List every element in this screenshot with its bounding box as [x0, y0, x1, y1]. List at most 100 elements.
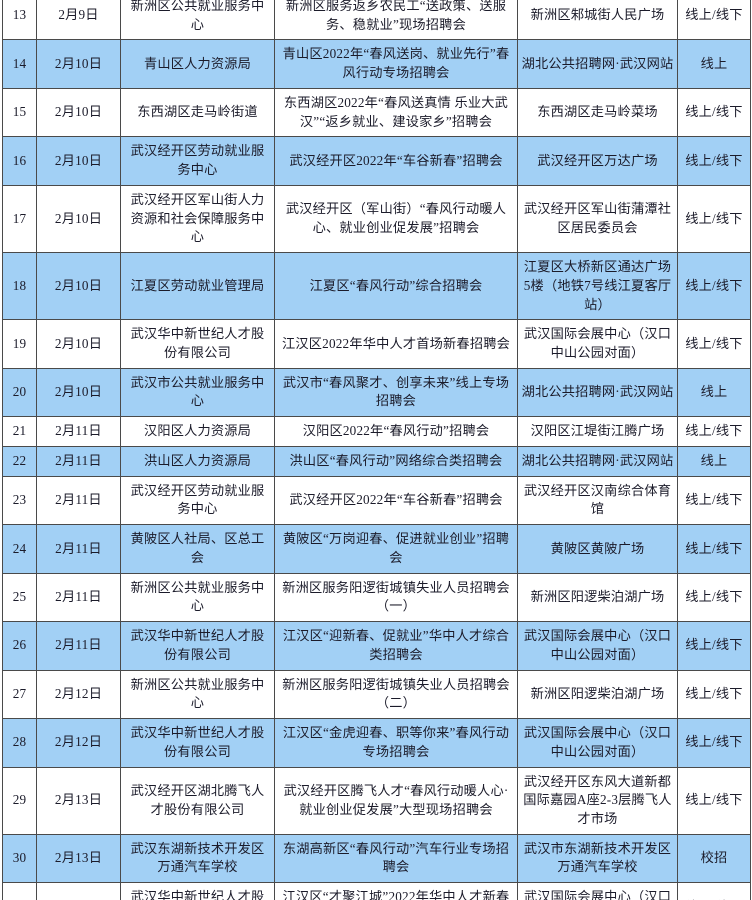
row-date: 2月12日: [36, 718, 121, 768]
row-index: 31: [2, 882, 37, 900]
row-mode: 线上/线下: [677, 87, 751, 138]
row-mode: 线上: [677, 39, 751, 89]
row-venue: 武汉经开区万达广场: [517, 136, 678, 186]
row-event-name: 洪山区“春风行动”网络综合类招聘会: [274, 445, 518, 477]
table-row: 23 2月11日 武汉经开区劳动就业服务中心 武汉经开区2022年“车谷新春”招聘会武…: [2, 475, 751, 526]
row-venue: 湖北公共招聘网·武汉网站: [517, 445, 678, 477]
row-mode: 线上/线下: [677, 572, 751, 623]
row-index: 29: [2, 766, 37, 835]
row-date: 2月11日: [36, 475, 121, 526]
table-row: 312月13日武汉华中新世纪人才股份有限公司江汉区“才聚江城”2022年华中人才…: [2, 882, 751, 900]
row-mode: 线上/线下: [677, 252, 751, 321]
row-venue: 武汉国际会展中心（汉口中山公园对面）: [517, 319, 678, 369]
row-organizer: 武汉经开区军山街人力资源和社会保障服务中心: [120, 184, 275, 254]
row-mode: 线上/线下: [677, 669, 751, 720]
row-event-name: 武汉经开区（军山街）“春风行动暖人心、就业创业促发展”招聘会: [274, 184, 518, 254]
row-event-name: 青山区2022年“春风送岗、就业先行”春风行动专场招聘会: [274, 39, 518, 89]
row-organizer: 武汉经开区劳动就业服务中心: [120, 475, 275, 526]
row-event-name: 东西湖区2022年“春风送真情 乐业大武汉”“返乡就业、建设家乡”招聘会: [274, 87, 518, 138]
row-date: 2月12日: [36, 669, 121, 720]
table-row: 21 2月11日 汉阳区人力资源局 汉阳区2022年“春风行动”招聘会 汉阳区江堤街江腾…: [2, 416, 751, 447]
row-mode: 线上/线下: [677, 718, 751, 768]
row-organizer: 青山区人力资源局: [120, 39, 275, 89]
row-organizer: 江夏区劳动就业管理局: [120, 252, 275, 321]
row-venue: 武汉市东湖新技术开发区万通汽车学校: [517, 833, 678, 884]
row-organizer: 洪山区人力资源局: [120, 445, 275, 477]
row-venue: 武汉国际会展中心（汉口中山公园对面）: [517, 882, 678, 900]
row-event-name: 江汉区“金虎迎春、职等你来”春风行动专场招聘会: [274, 718, 518, 768]
row-event-name: 江汉区2022年华中人才首场新春招聘会: [274, 319, 518, 369]
row-event-name: 汉阳区2022年“春风行动”招聘会: [274, 416, 518, 447]
row-date: 2月10日: [36, 184, 121, 254]
row-organizer: 新洲区公共就业服务中心: [120, 669, 275, 720]
row-venue: 汉阳区江堤街江腾广场: [517, 416, 678, 447]
row-date: 2月10日: [36, 136, 121, 186]
row-date: 2月11日: [36, 524, 121, 574]
row-organizer: 武汉华中新世纪人才股份有限公司: [120, 718, 275, 768]
row-mode: 线上/线下: [677, 766, 751, 835]
row-index: 26: [2, 621, 37, 671]
row-date: 2月11日: [36, 416, 121, 447]
row-event-name: 江汉区“才聚江城”2022年华中人才新春系列招聘会: [274, 882, 518, 900]
row-mode: 线上/线下: [677, 136, 751, 186]
table-row: 29 2月13日 武汉经开区湖北腾飞人才股份有限公司 武汉经开区腾飞人才“春风行动暖人…: [2, 766, 751, 835]
table-row: 17 2月10日 武汉经开区军山街人力资源和社会保障服务中心 武汉经开区（军山街）“春…: [2, 184, 751, 254]
row-date: 2月10日: [36, 252, 121, 321]
table-row: 20 2月10日 武汉市公共就业服务中心 武汉市“春风聚才、创享未来”线上专场招聘会湖…: [2, 367, 751, 418]
row-mode: 线上/线下: [677, 416, 751, 447]
row-index: 14: [2, 39, 37, 89]
row-venue: 武汉国际会展中心（汉口中山公园对面）: [517, 621, 678, 671]
row-organizer: 武汉经开区湖北腾飞人才股份有限公司: [120, 766, 275, 835]
row-date: 2月13日: [36, 833, 121, 884]
row-event-name: 江夏区“春风行动”综合招聘会: [274, 252, 518, 321]
row-index: 18: [2, 252, 37, 321]
row-venue: 东西湖区走马岭菜场: [517, 87, 678, 138]
row-event-name: 新洲区服务阳逻街城镇失业人员招聘会（一）: [274, 572, 518, 623]
row-mode: 线上/线下: [677, 882, 751, 900]
row-venue: 湖北公共招聘网·武汉网站: [517, 39, 678, 89]
row-organizer: 武汉市公共就业服务中心: [120, 367, 275, 418]
row-date: 2月10日: [36, 39, 121, 89]
row-index: 22: [2, 445, 37, 477]
row-event-name: 武汉经开区2022年“车谷新春”招聘会: [274, 475, 518, 526]
row-mode: 线上/线下: [677, 524, 751, 574]
row-index: 28: [2, 718, 37, 768]
row-event-name: 新洲区服务返乡农民工“送政策、送服务、稳就业”现场招聘会: [274, 0, 518, 41]
row-organizer: 新洲区公共就业服务中心: [120, 572, 275, 623]
row-index: 15: [2, 87, 37, 138]
row-mode: 线上: [677, 445, 751, 477]
row-venue: 黄陂区黄陂广场: [517, 524, 678, 574]
table-row: 14 2月10日 青山区人力资源局 青山区2022年“春风送岗、就业先行”春风行动专场…: [2, 39, 751, 89]
row-date: 2月11日: [36, 621, 121, 671]
row-event-name: 黄陂区“万岗迎春、促进就业创业”招聘会: [274, 524, 518, 574]
table-row: 25 2月11日 新洲区公共就业服务中心 新洲区服务阳逻街城镇失业人员招聘会（一） 新洲…: [2, 572, 751, 623]
row-date: 2月11日: [36, 572, 121, 623]
row-index: 27: [2, 669, 37, 720]
row-index: 16: [2, 136, 37, 186]
row-index: 23: [2, 475, 37, 526]
row-venue: 武汉经开区汉南综合体育馆: [517, 475, 678, 526]
row-venue: 新洲区阳逻柴泊湖广场: [517, 572, 678, 623]
row-venue: 武汉国际会展中心（汉口中山公园对面）: [517, 718, 678, 768]
row-index: 19: [2, 319, 37, 369]
row-organizer: 武汉东湖新技术开发区万通汽车学校: [120, 833, 275, 884]
row-date: 2月10日: [36, 367, 121, 418]
row-date: 2月11日: [36, 445, 121, 477]
row-date: 2月13日: [36, 766, 121, 835]
row-index: 17: [2, 184, 37, 254]
table-row: 30 2月13日 武汉东湖新技术开发区万通汽车学校 东湖高新区“春风行动”汽车行业专场…: [2, 833, 751, 884]
row-mode: 线上/线下: [677, 0, 751, 41]
table-row: 24 2月11日 黄陂区人社局、区总工会 黄陂区“万岗迎春、促进就业创业”招聘会 黄陂区…: [2, 524, 751, 574]
row-organizer: 武汉华中新世纪人才股份有限公司: [120, 621, 275, 671]
row-date: 2月13日: [36, 882, 121, 900]
row-date: 2月9日: [36, 0, 121, 41]
row-event-name: 武汉经开区腾飞人才“春风行动暖人心·就业创业促发展”大型现场招聘会: [274, 766, 518, 835]
row-venue: 武汉经开区东风大道新都国际嘉园A座2-3层腾飞人才市场: [517, 766, 678, 835]
row-mode: 校招: [677, 833, 751, 884]
row-organizer: 新洲区公共就业服务中心: [120, 0, 275, 41]
row-venue: 武汉经开区军山街蒲潭社区居民委员会: [517, 184, 678, 254]
row-index: 13: [2, 0, 37, 41]
row-organizer: 汉阳区人力资源局: [120, 416, 275, 447]
